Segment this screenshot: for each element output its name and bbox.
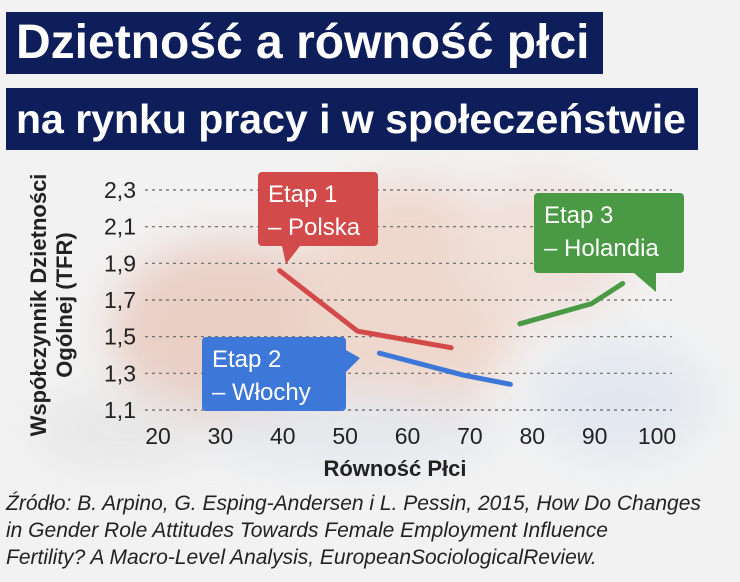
source-note: Źródło: B. Arpino, G. Esping-Andersen i … [6, 490, 736, 571]
y-tick-labels: 2,3 2,1 1,9 1,7 1,5 1,3 1,1 [104, 177, 136, 423]
source-line: in Gender Role Attitudes Towards Female … [6, 519, 608, 542]
y-axis-label-line-2: Ogólnej (TFR) [52, 232, 77, 377]
x-axis-label: Równość Płci [323, 456, 466, 481]
callout-label-line: – Polska [268, 214, 361, 241]
callout-label-line: – Holandia [544, 235, 659, 262]
callout-box [258, 172, 378, 246]
callout-italy: Etap 2 – Włochy [202, 337, 360, 411]
x-tick-labels: 20 30 40 50 60 70 80 90 100 [145, 423, 676, 449]
x-tick-label: 90 [582, 423, 608, 449]
x-tick-label: 70 [457, 423, 483, 449]
callout-label-line: Etap 1 [268, 181, 337, 208]
source-line: Fertility? A Macro-Level Analysis, Europ… [6, 546, 597, 569]
x-tick-label: 80 [519, 423, 545, 449]
callout-box [202, 337, 346, 411]
source-line: Źródło: B. Arpino, G. Esping-Andersen i … [6, 492, 701, 515]
callout-box [534, 193, 684, 273]
callout-poland: Etap 1 – Polska [258, 172, 378, 264]
y-tick-label: 1,7 [104, 287, 136, 313]
callout-netherlands: Etap 3 – Holandia [534, 193, 684, 292]
chart-title-line-1: Dzietność a równość płci [6, 12, 604, 74]
series-callouts: Etap 1 – Polska Etap 2 – Włochy Etap 3 – Hola… [202, 172, 684, 411]
x-tick-label: 40 [270, 423, 296, 449]
series-line-poland [277, 268, 454, 351]
callout-pointer [634, 273, 656, 292]
series-line-italy [376, 350, 513, 387]
y-tick-label: 1,9 [104, 250, 136, 276]
y-axis-label-line-1: Współczynnik Dzietności [26, 174, 51, 437]
x-tick-label: 60 [395, 423, 421, 449]
y-tick-label: 1,5 [104, 324, 136, 350]
x-tick-label: 30 [208, 423, 234, 449]
callout-label-line: Etap 2 [212, 346, 281, 373]
series-lines [277, 268, 626, 387]
y-tick-label: 1,1 [104, 397, 136, 423]
y-tick-label: 2,3 [104, 177, 136, 203]
x-tick-label: 50 [332, 423, 358, 449]
callout-label-line: Etap 3 [544, 202, 613, 229]
y-tick-label: 2,1 [104, 214, 136, 240]
chart-title-line-2: na rynku pracy i w społeczeństwie [6, 88, 698, 150]
callout-pointer [346, 350, 360, 372]
callout-label-line: – Włochy [212, 379, 311, 406]
y-tick-label: 1,3 [104, 360, 136, 386]
x-tick-label: 100 [638, 423, 676, 449]
x-tick-label: 20 [145, 423, 171, 449]
series-line-netherlands [517, 281, 626, 327]
callout-pointer [282, 246, 300, 264]
